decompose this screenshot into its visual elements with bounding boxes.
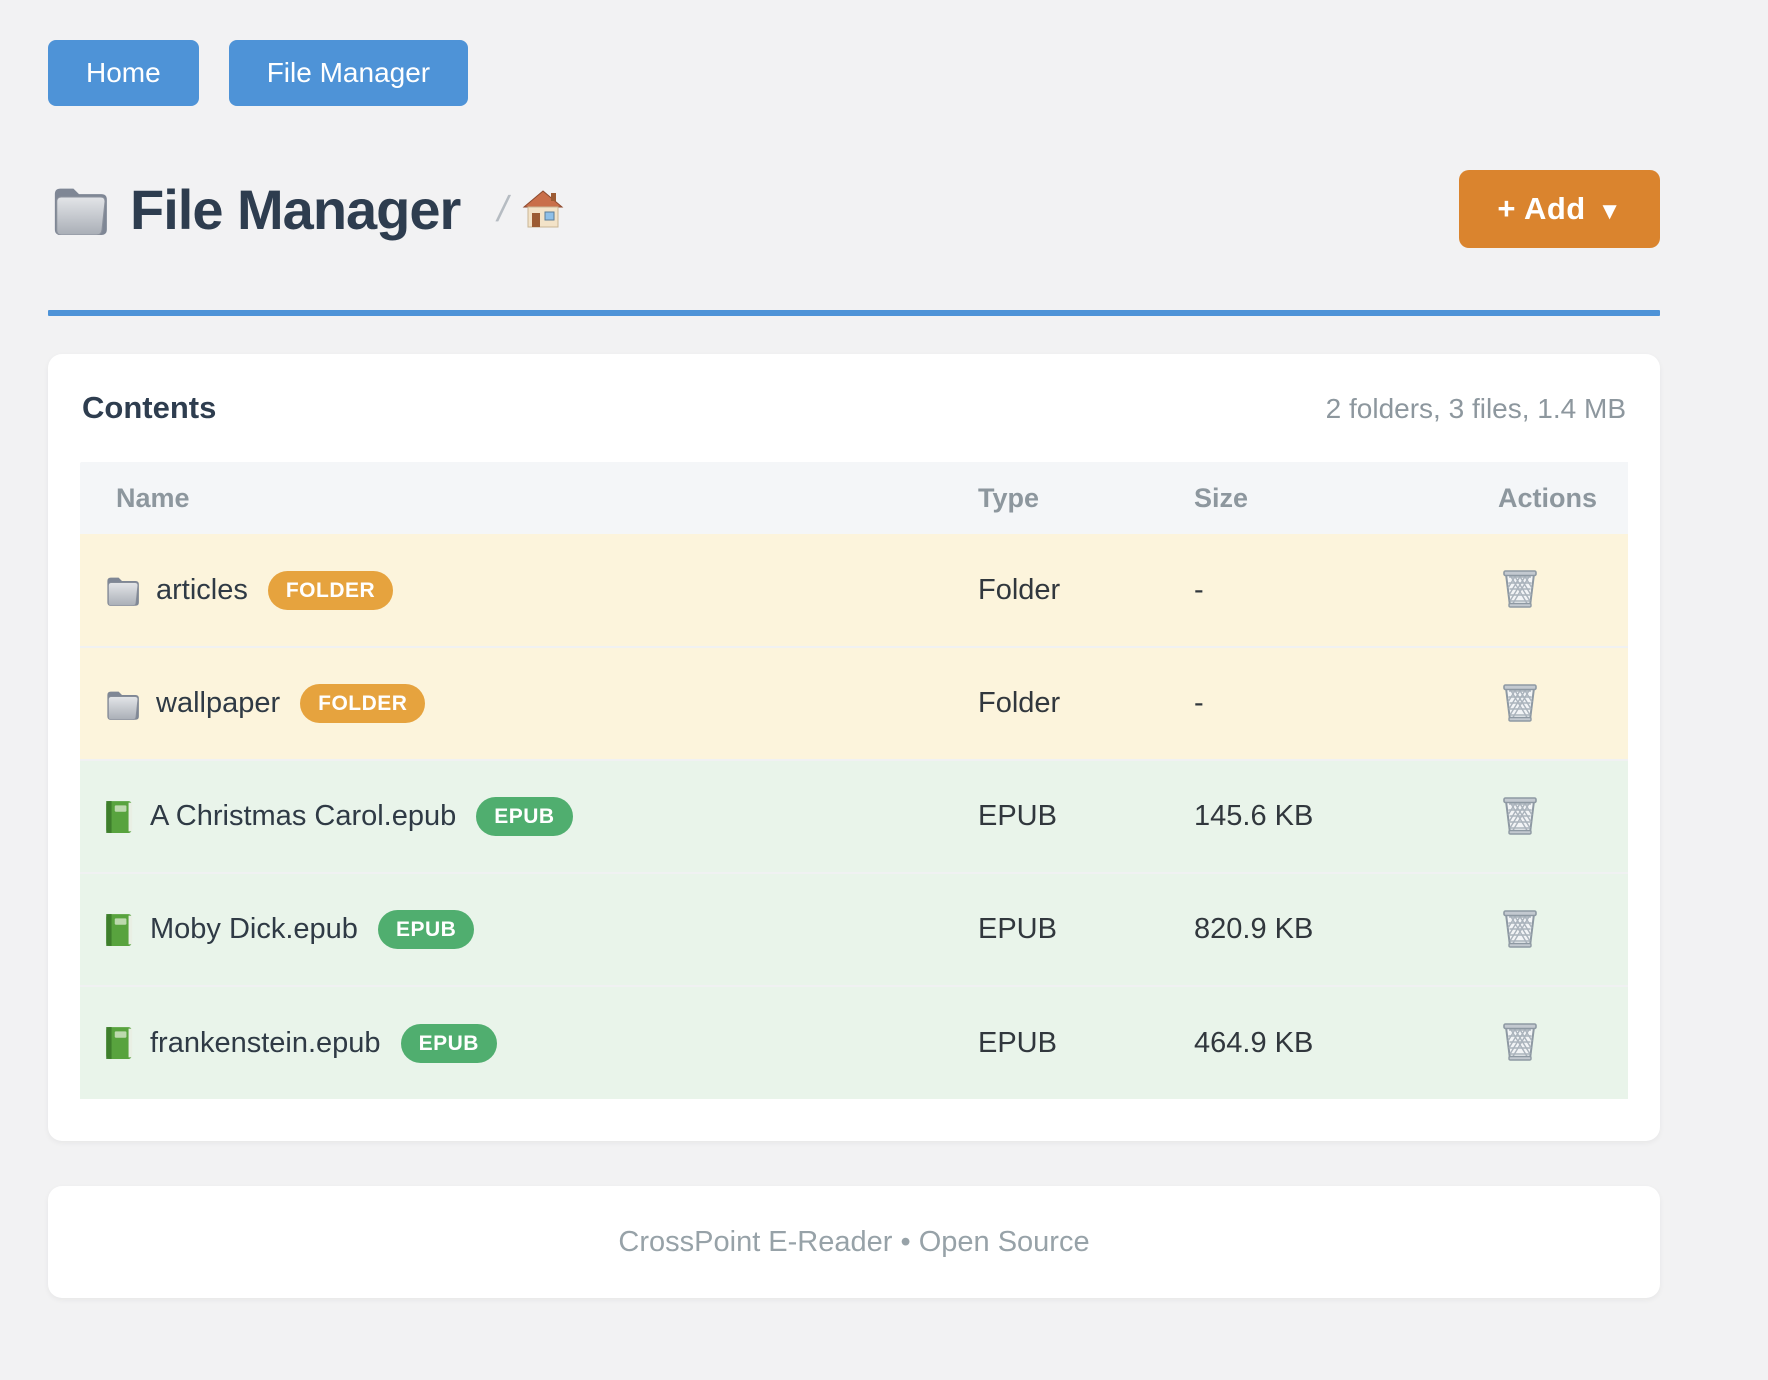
table-row: frankenstein.epub EPUB EPUB 464.9 KB bbox=[80, 985, 1628, 1099]
trash-icon bbox=[1503, 1023, 1537, 1061]
table-row: A Christmas Carol.epub EPUB EPUB 145.6 K… bbox=[80, 759, 1628, 873]
page-header: File Manager / + Add ▼ bbox=[48, 170, 1660, 248]
entry-size: - bbox=[1194, 646, 1498, 760]
entry-badge: FOLDER bbox=[267, 570, 394, 610]
contents-summary: 2 folders, 3 files, 1.4 MB bbox=[1325, 393, 1626, 424]
entry-badge: EPUB bbox=[476, 797, 573, 836]
top-nav: Home File Manager bbox=[48, 40, 1660, 106]
home-icon[interactable] bbox=[522, 189, 564, 229]
entry-name[interactable]: articles bbox=[156, 573, 248, 606]
book-icon bbox=[106, 1027, 133, 1059]
delete-button[interactable] bbox=[1498, 791, 1542, 839]
trash-icon bbox=[1503, 683, 1537, 722]
entry-name[interactable]: Moby Dick.epub bbox=[150, 913, 358, 945]
entry-size: 820.9 KB bbox=[1194, 872, 1498, 986]
trash-icon bbox=[1503, 909, 1537, 948]
trash-icon bbox=[1503, 796, 1537, 835]
table-body: articles FOLDER Folder - wallpaper FOLDE… bbox=[80, 534, 1628, 1099]
entry-badge: FOLDER bbox=[300, 684, 426, 723]
page: Home File Manager File Manager / + Add ▼ … bbox=[48, 0, 1660, 1358]
card-title: Contents bbox=[82, 390, 217, 425]
column-header-type: Type bbox=[978, 462, 1194, 534]
entry-type: EPUB bbox=[978, 985, 1194, 1099]
entry-badge: EPUB bbox=[377, 910, 475, 949]
delete-button[interactable] bbox=[1498, 564, 1542, 612]
delete-button[interactable] bbox=[1498, 904, 1542, 952]
files-table: Name Type Size Actions articles FOLDER F… bbox=[80, 462, 1628, 1099]
breadcrumb: / bbox=[494, 188, 564, 230]
table-row: articles FOLDER Folder - bbox=[80, 534, 1628, 647]
footer-text: CrossPoint E-Reader • Open Source bbox=[618, 1225, 1090, 1258]
book-icon bbox=[106, 913, 133, 946]
breadcrumb-separator: / bbox=[494, 188, 513, 229]
entry-type: EPUB bbox=[978, 759, 1194, 873]
entry-name[interactable]: A Christmas Carol.epub bbox=[150, 800, 457, 832]
page-title: File Manager bbox=[130, 177, 461, 241]
delete-button[interactable] bbox=[1498, 678, 1542, 726]
delete-button[interactable] bbox=[1498, 1017, 1542, 1065]
entry-type: Folder bbox=[978, 646, 1194, 760]
caret-down-icon: ▼ bbox=[1597, 198, 1622, 225]
folder-icon bbox=[54, 188, 108, 235]
table-row: wallpaper FOLDER Folder - bbox=[80, 646, 1628, 760]
entry-size: - bbox=[1194, 534, 1498, 647]
column-header-size: Size bbox=[1194, 462, 1498, 534]
column-header-name: Name bbox=[80, 462, 978, 534]
book-icon bbox=[106, 800, 133, 833]
add-button-label: + Add bbox=[1497, 191, 1586, 226]
card-header: Contents 2 folders, 3 files, 1.4 MB bbox=[80, 390, 1628, 426]
folder-icon bbox=[107, 690, 140, 720]
nav-file-manager-button[interactable]: File Manager bbox=[228, 40, 469, 106]
footer: CrossPoint E-Reader • Open Source bbox=[48, 1186, 1660, 1298]
header-divider bbox=[48, 310, 1660, 316]
folder-icon bbox=[107, 577, 140, 606]
nav-home-button[interactable]: Home bbox=[48, 40, 199, 106]
entry-name[interactable]: wallpaper bbox=[156, 687, 281, 719]
entry-type: EPUB bbox=[978, 872, 1194, 986]
entry-size: 464.9 KB bbox=[1194, 985, 1498, 1099]
entry-name[interactable]: frankenstein.epub bbox=[150, 1026, 381, 1059]
trash-icon bbox=[1503, 570, 1537, 608]
add-button[interactable]: + Add ▼ bbox=[1459, 170, 1660, 248]
entry-badge: EPUB bbox=[400, 1023, 497, 1063]
contents-card: Contents 2 folders, 3 files, 1.4 MB Name… bbox=[48, 354, 1660, 1141]
entry-size: 145.6 KB bbox=[1194, 759, 1498, 873]
column-header-actions: Actions bbox=[1498, 462, 1628, 534]
table-header-row: Name Type Size Actions bbox=[80, 462, 1628, 534]
entry-type: Folder bbox=[978, 534, 1194, 647]
table-row: Moby Dick.epub EPUB EPUB 820.9 KB bbox=[80, 872, 1628, 986]
